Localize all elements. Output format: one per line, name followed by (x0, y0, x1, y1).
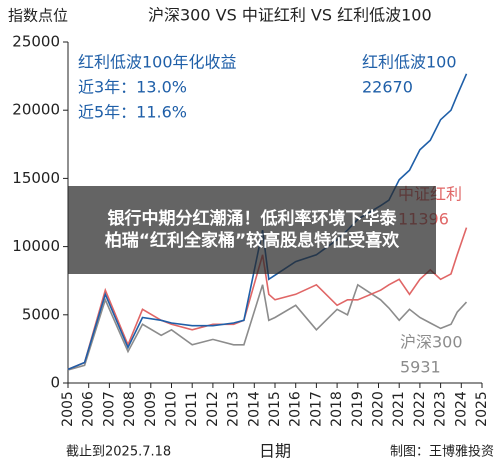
x-tick-label: 2010 (164, 391, 180, 427)
x-tick-label: 2022 (412, 391, 428, 427)
annotation: 近3年：13.0% (78, 78, 187, 97)
end-value-label: 5931 (400, 358, 441, 377)
x-tick-label: 2009 (143, 391, 159, 427)
annotation: 近5年：11.6% (78, 103, 187, 122)
x-tick-label: 2023 (433, 391, 449, 427)
x-tick-label: 2024 (453, 391, 469, 427)
series-line (67, 227, 468, 371)
x-axis-label: 日期 (259, 442, 291, 461)
x-tick-label: 2019 (350, 391, 366, 427)
series-line (67, 283, 468, 371)
x-tick-label: 2005 (60, 391, 76, 427)
x-tick-label: 2008 (122, 391, 138, 427)
note-left: 截止到2025.7.18 (66, 445, 171, 460)
x-tick-label: 2018 (329, 391, 345, 427)
x-tick-label: 2016 (288, 391, 304, 427)
x-tick-label: 2021 (391, 391, 407, 427)
y-tick-label: 5000 (22, 305, 60, 323)
headline: 银行中期分红潮涌！低利率环境下华泰柏瑞“红利全家桶”较高股息特征受喜欢 (104, 209, 400, 251)
y-tick-label: 0 (50, 374, 60, 392)
x-tick-label: 2017 (308, 391, 324, 427)
headline-banner: 银行中期分红潮涌！低利率环境下华泰柏瑞“红利全家桶”较高股息特征受喜欢 (68, 186, 436, 274)
x-tick-label: 2014 (246, 391, 262, 427)
x-tick-label: 2006 (81, 391, 97, 427)
x-tick-label: 2007 (101, 391, 117, 427)
annotation: 红利低波100年化收益 (78, 53, 237, 72)
x-tick-label: 2013 (226, 391, 242, 427)
y-tick-label: 15000 (12, 169, 60, 187)
x-tick-label: 2011 (184, 391, 200, 427)
y-axis-label: 指数点位 (8, 7, 68, 25)
y-tick-label: 20000 (12, 101, 60, 119)
x-tick-label: 2025 (474, 391, 490, 427)
x-tick-label: 2015 (267, 391, 283, 427)
note-right: 制图：王博雅投资 (390, 444, 494, 460)
x-tick-label: 2012 (205, 391, 221, 427)
legend-label: 沪深300 (400, 333, 463, 352)
y-tick-label: 25000 (12, 33, 60, 51)
end-value-label: 22670 (362, 78, 413, 97)
y-tick-label: 10000 (12, 237, 60, 255)
chart-title: 沪深300 VS 中证红利 VS 红利低波100 (148, 6, 432, 25)
legend-label: 红利低波100 (362, 53, 457, 72)
x-tick-label: 2020 (371, 391, 387, 427)
